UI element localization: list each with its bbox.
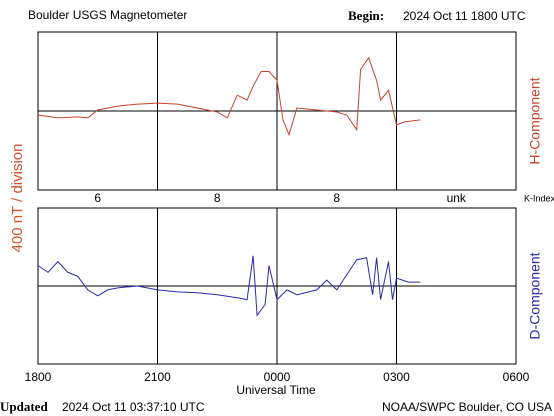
series-line	[37, 56, 421, 137]
x-tick-label: 0600	[503, 370, 530, 384]
series-label: H-Component	[527, 77, 543, 164]
series-line	[37, 255, 421, 317]
y-axis-label: 400 nT / division	[9, 144, 26, 253]
k-index-value: 8	[333, 191, 340, 205]
x-axis-label: Universal Time	[236, 383, 316, 397]
x-tick-label: 2100	[144, 370, 171, 384]
chart-title: Boulder USGS Magnetometer	[28, 8, 187, 22]
updated-time: 2024 Oct 11 03:37:10 UTC	[62, 400, 205, 414]
k-index-label: K-Index	[524, 193, 554, 203]
series-label: D-Component	[527, 252, 543, 339]
begin-time: 2024 Oct 11 1800 UTC	[403, 9, 526, 23]
k-index-value: 6	[94, 191, 101, 205]
updated-label: Updated	[0, 399, 48, 414]
x-tick-label: 0300	[383, 370, 410, 384]
x-tick-label: 0000	[264, 370, 291, 384]
begin-label: Begin:	[348, 8, 384, 23]
x-tick-label: 1800	[25, 370, 52, 384]
credit: NOAA/SWPC Boulder, CO USA	[382, 400, 552, 414]
k-index-value: 8	[214, 191, 221, 205]
k-index-value: unk	[447, 191, 467, 205]
